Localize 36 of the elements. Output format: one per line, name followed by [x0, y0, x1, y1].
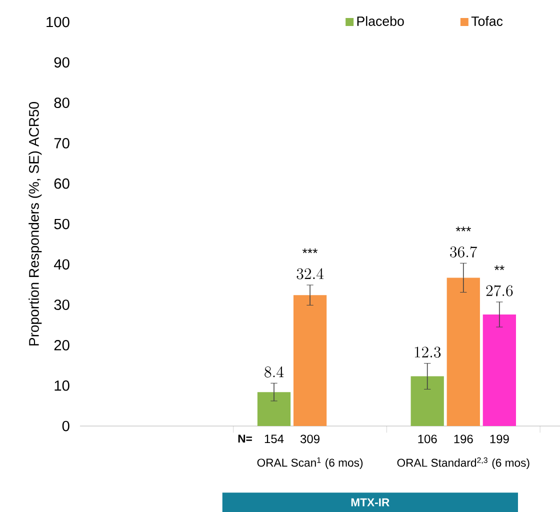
- bar: [257, 392, 291, 426]
- y-tick-label: 90: [54, 57, 70, 68]
- y-tick-label: 20: [54, 340, 70, 350]
- y-axis-title: Proportion Responders (%, SE) ACR50: [28, 102, 42, 346]
- y-tick-label: 40: [54, 259, 70, 270]
- data-label: 36.7: [450, 246, 478, 258]
- annotation: ***: [302, 248, 318, 254]
- y-tick-label: 70: [54, 138, 70, 148]
- x-tick-label: ORAL Scan$^{1}$ (6 mos): [257, 457, 363, 469]
- annotation: **: [494, 265, 504, 270]
- text: 199: [490, 434, 509, 444]
- x-tick-label: ORAL Standard$^{2,3}$ (6 mos): [397, 457, 530, 470]
- text: N=: [238, 434, 252, 443]
- legend-label: Placebo: [357, 16, 404, 26]
- data-label: 12.3: [414, 346, 441, 358]
- legend-label: Tofac: [471, 16, 503, 26]
- annotation: ***: [456, 226, 471, 232]
- text: 106: [418, 434, 437, 444]
- text: 196: [454, 434, 473, 444]
- text: MTX-IR: [351, 498, 390, 506]
- data-label: 8.4: [264, 366, 284, 378]
- bar: [293, 295, 327, 426]
- y-tick-label: 100: [46, 16, 70, 28]
- y-tick-label: 60: [54, 178, 70, 189]
- data-label: 32.4: [296, 268, 324, 280]
- y-tick-label: 10: [54, 380, 70, 391]
- text: 309: [300, 434, 320, 444]
- text: 154: [264, 434, 284, 444]
- y-tick-label: 50: [54, 218, 70, 230]
- bar: [446, 278, 480, 426]
- y-tick-label: 0: [62, 420, 70, 432]
- y-tick-label: 30: [54, 300, 70, 310]
- data-label: 27.6: [486, 285, 513, 296]
- bar: [410, 376, 444, 426]
- y-tick-label: 80: [54, 98, 70, 108]
- bar: [482, 314, 516, 426]
